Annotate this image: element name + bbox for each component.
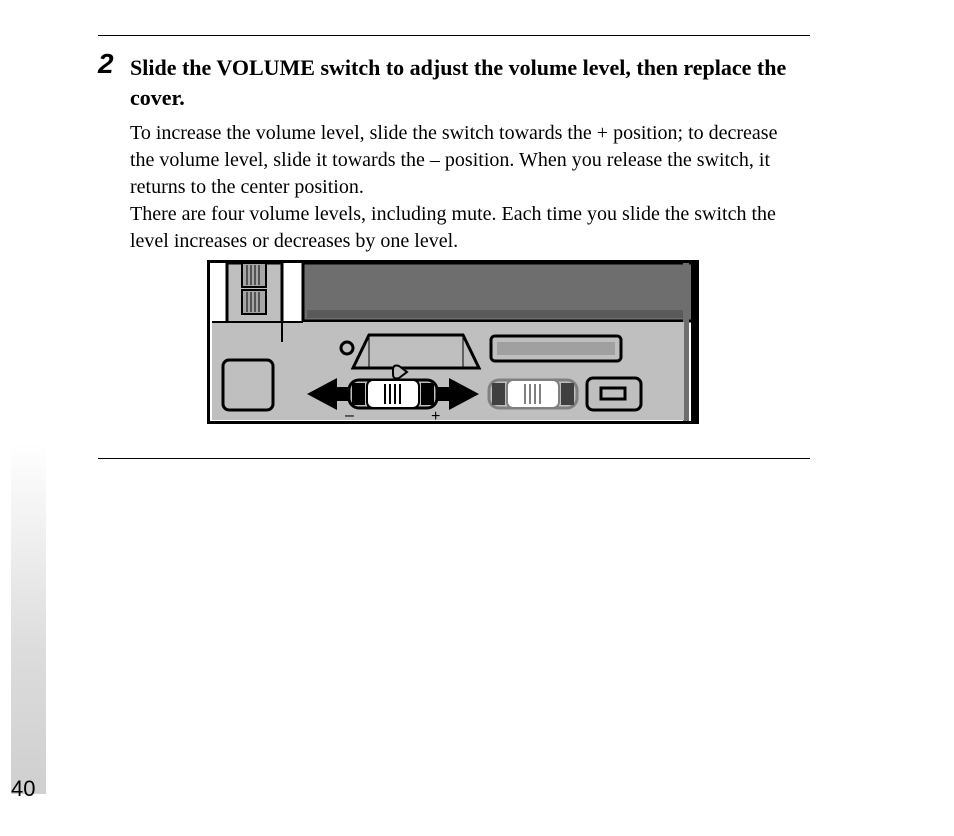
side-gradient-tab [11, 444, 46, 794]
page-number: 40 [11, 776, 35, 802]
step-body: To increase the volume level, slide the … [130, 120, 795, 255]
plus-label: + [431, 408, 440, 424]
minus-label: – [345, 407, 354, 424]
bottom-horizontal-rule [98, 458, 810, 459]
volume-switch-diagram: – + [207, 260, 699, 424]
step-paragraph-2: There are four volume levels, including … [130, 201, 795, 255]
manual-page: 2 Slide the VOLUME switch to adjust the … [0, 0, 954, 836]
step-paragraph-1: To increase the volume level, slide the … [130, 120, 795, 201]
top-horizontal-rule [98, 35, 810, 36]
diagram-svg: – + [207, 260, 699, 424]
step-number: 2 [98, 48, 114, 80]
secondary-switch-icon [489, 380, 577, 408]
step-heading: Slide the VOLUME switch to adjust the vo… [130, 53, 810, 112]
